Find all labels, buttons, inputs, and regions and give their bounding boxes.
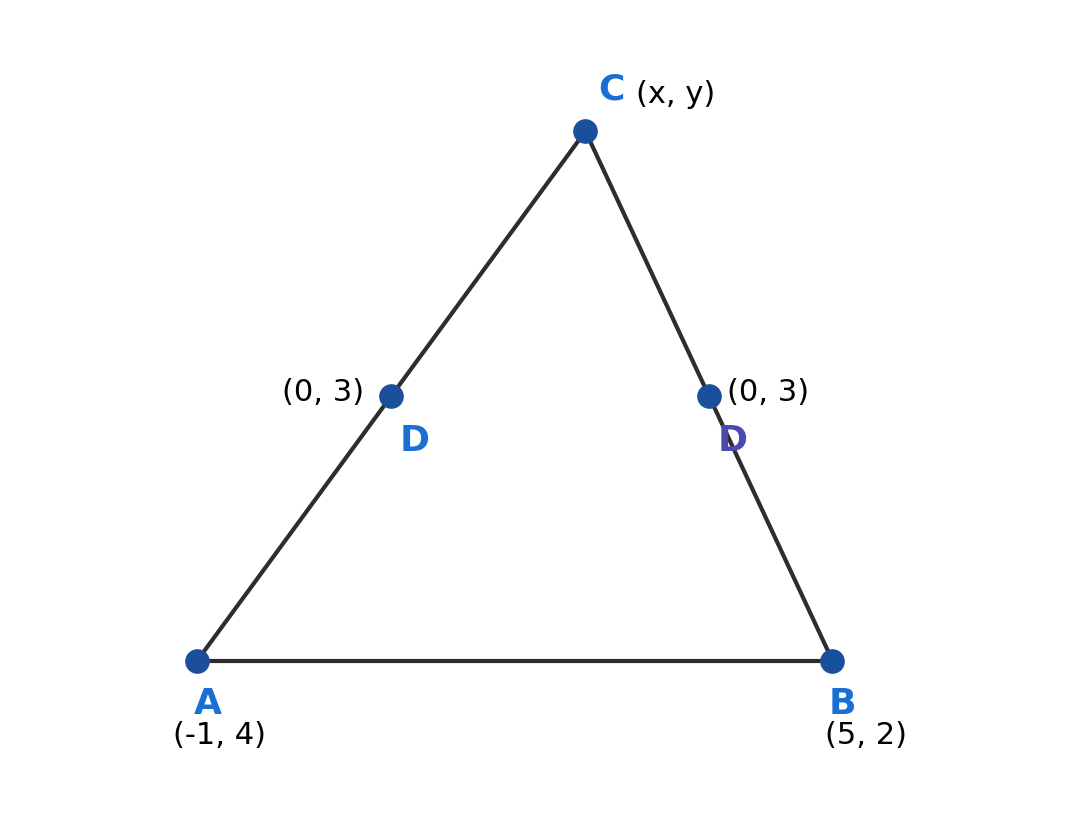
Text: A: A	[194, 687, 222, 721]
Text: D: D	[399, 424, 430, 458]
Text: D: D	[718, 424, 748, 458]
Text: (-1, 4): (-1, 4)	[173, 720, 265, 749]
Text: (5, 2): (5, 2)	[825, 720, 907, 749]
Text: (x, y): (x, y)	[636, 79, 716, 108]
Text: B: B	[829, 687, 856, 721]
Point	[382, 390, 399, 403]
Point	[824, 654, 841, 667]
Text: C: C	[599, 73, 624, 107]
Point	[189, 654, 206, 667]
Text: (0, 3): (0, 3)	[726, 378, 808, 407]
Point	[701, 390, 718, 403]
Point	[577, 125, 594, 138]
Text: (0, 3): (0, 3)	[282, 378, 364, 407]
